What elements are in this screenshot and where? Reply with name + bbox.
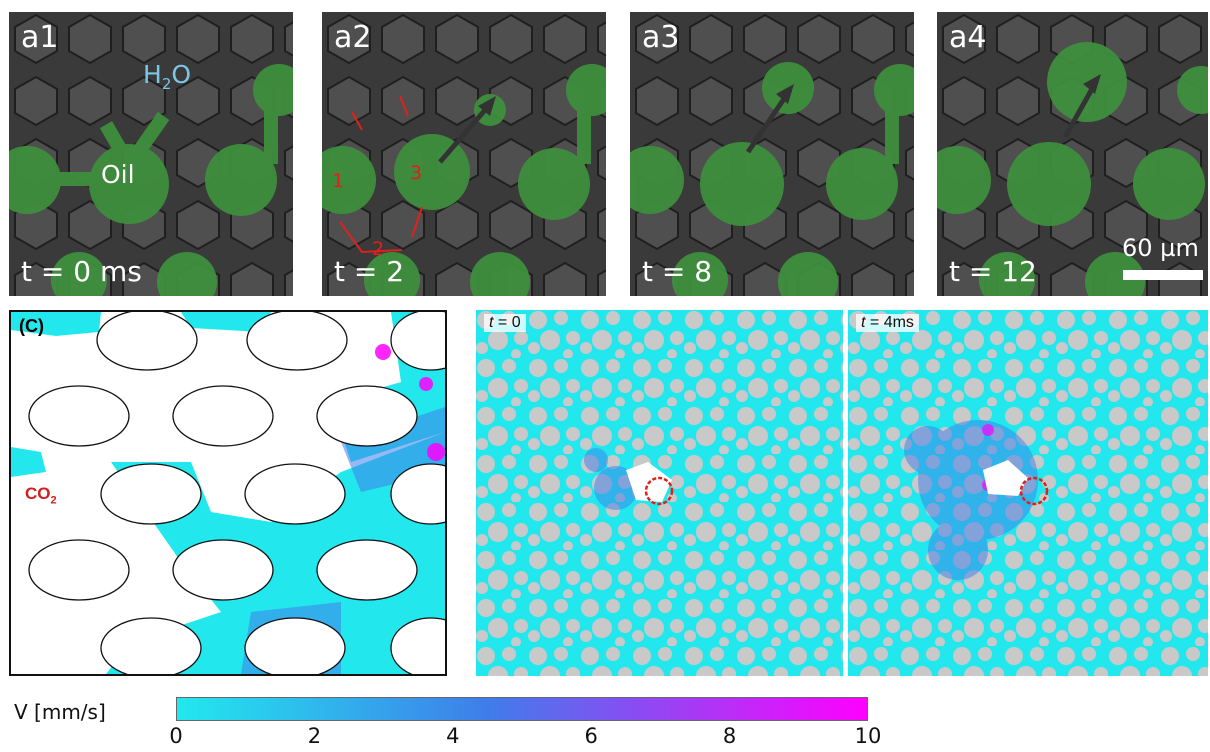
sim-panel-t4: t = 4ms [848,310,1208,676]
micrograph-a2 [322,12,606,296]
time-label: t = 4ms [856,314,919,332]
time-label: t = 12 [949,255,1037,288]
time-label: t = 0 ms [21,255,142,288]
scale-bar-label: 60 µm [1122,234,1199,262]
oil-label: Oil [101,160,135,189]
injection-marker [644,476,674,506]
micrograph-a3 [630,12,914,296]
panel-label: a3 [642,20,680,55]
panel-label: (C) [19,316,44,336]
colorbar-tick-label: 6 [584,724,598,748]
panel-label: a2 [334,20,372,55]
micrograph-a4 [937,12,1208,296]
injection-marker [1019,476,1049,506]
porous-medium-t0 [476,310,843,676]
panel-a4: a4 60 µm t = 12 [937,12,1208,296]
time-label: t = 0 [484,314,526,332]
panel-a2: a2 1 2 3 t = 2 [322,12,606,296]
colorbar-tick-label: 2 [307,724,322,748]
step-number-1: 1 [332,170,345,192]
porous-medium-t4 [848,310,1208,676]
panel-label: a4 [949,20,987,55]
colorbar-tick-label: 0 [169,724,183,748]
time-label: t = 8 [642,255,713,288]
water-label: H2O [143,60,192,93]
colorbar-tick-label: 4 [446,724,460,748]
co2-label: CO2 [25,484,57,507]
colorbar-tick-label: 10 [854,724,882,748]
time-label: t = 2 [334,255,405,288]
flow-arrow [438,100,494,164]
sim-panel-t0: t = 0 [476,310,843,676]
panel-c: (C) CO2 [9,310,447,676]
panel-label: a1 [21,20,59,55]
panel-a1: a1 H2O Oil t = 0 ms [9,12,293,296]
velocity-field [11,312,445,674]
panel-a3: a3 t = 8 [630,12,914,296]
step-number-2: 2 [372,238,385,260]
micrograph-a1 [9,12,293,296]
colorbar [176,697,868,721]
colorbar-tick-label: 8 [722,724,737,748]
colorbar-title: V [mm/s] [14,700,106,724]
step-number-3: 3 [410,162,423,184]
scale-bar [1123,270,1203,280]
